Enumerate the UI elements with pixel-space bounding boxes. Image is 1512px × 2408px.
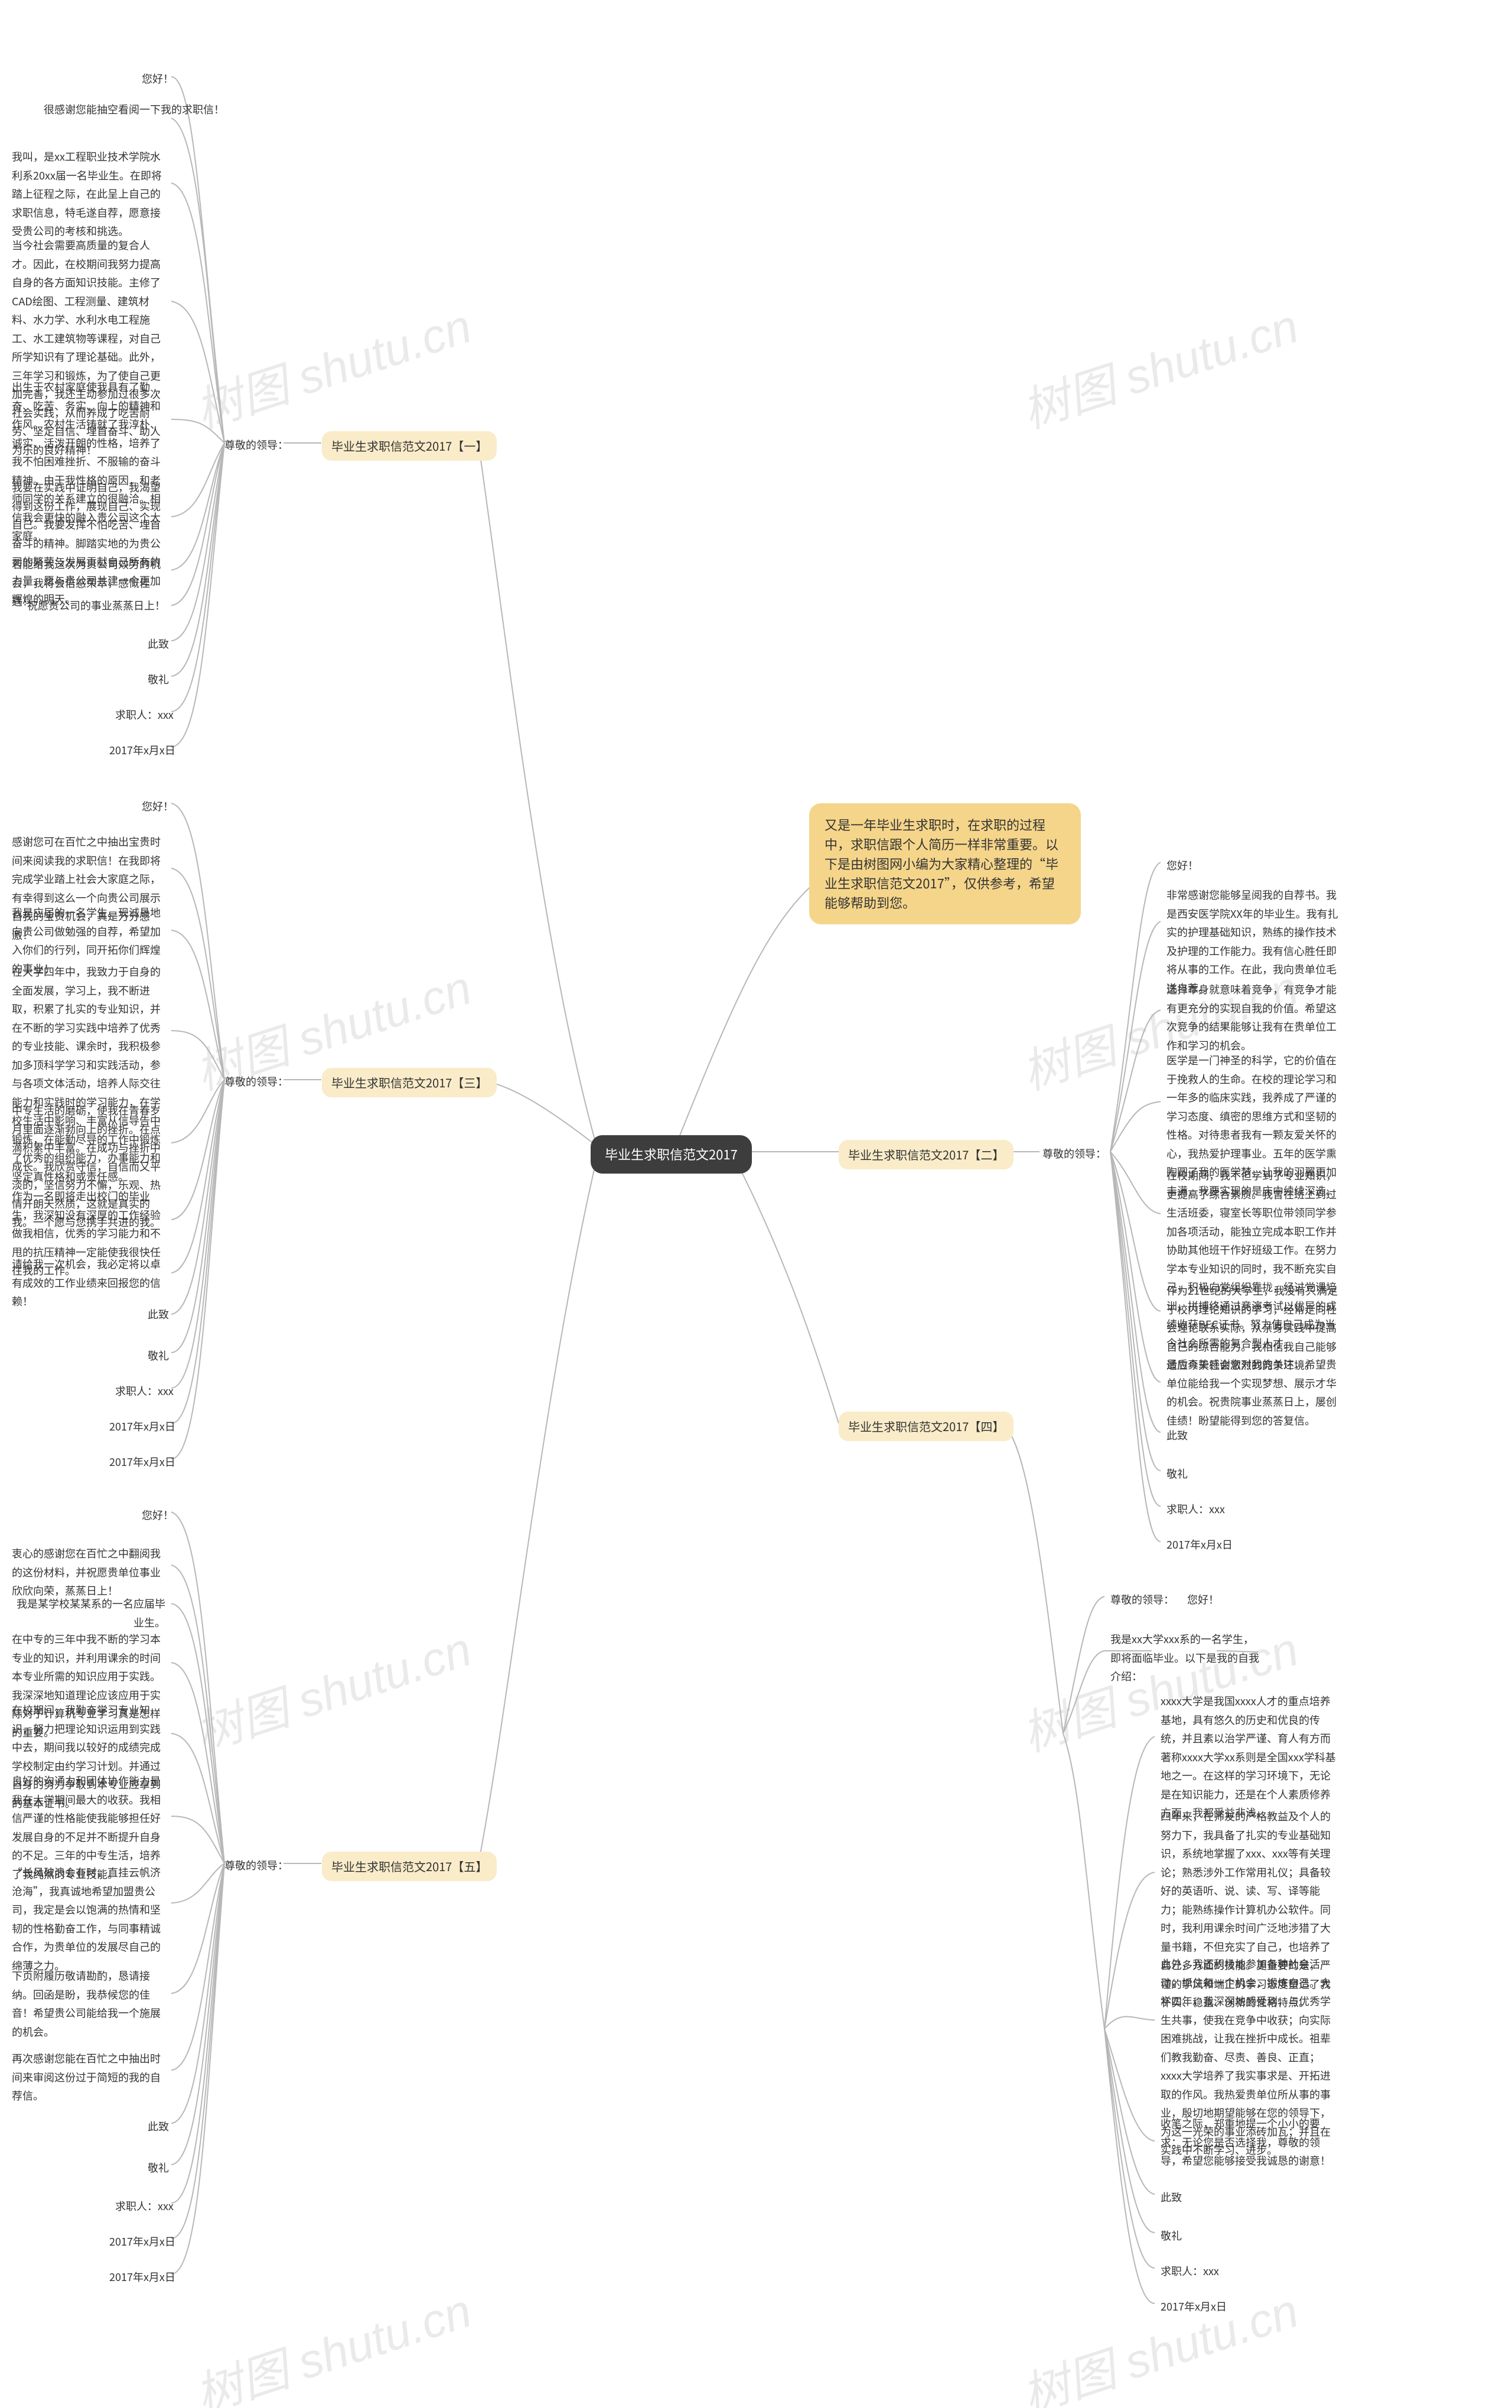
watermark: 树图 shutu.cn xyxy=(185,2273,479,2408)
greeting: 您好！ xyxy=(1166,855,1198,876)
greeting: 您好！ xyxy=(142,68,174,89)
sig-qzr: 求职人：xxx xyxy=(1161,2260,1219,2282)
sig-date: 2017年x月x日 xyxy=(109,2266,175,2288)
para: “长风破浪会有时，直挂云帆济沧海”，我真诚地希望加盟贵公司，我定是会以饱满的热情… xyxy=(12,1863,165,1975)
para: 请给我一次机会，我必定将以卓有成效的工作业绩来回报您的信赖！ xyxy=(12,1255,165,1311)
salutation-4: 尊敬的领导： xyxy=(1110,1589,1174,1610)
sig-date: 2017年x月x日 xyxy=(109,739,175,761)
salutation-2: 尊敬的领导： xyxy=(1042,1143,1106,1164)
para: 收笔之际，郑重地提一个小小的要求：无论您是否选择我，尊敬的领导，希望您能够接受我… xyxy=(1161,2114,1338,2171)
sig-qzr: 求职人：xxx xyxy=(1166,1498,1225,1520)
salutation-5: 尊敬的领导： xyxy=(224,1855,288,1876)
sig-date: 2017年x月x日 xyxy=(109,2231,175,2252)
sig-qzr: 求职人：xxx xyxy=(115,704,174,725)
sig-date: 2017年x月x日 xyxy=(109,1451,175,1472)
para: 祝愿贵公司的事业蒸蒸日上！ xyxy=(12,597,165,615)
para: xxxx大学是我国xxxx人才的重点培养基地，具有悠久的历史和优良的传统，并且素… xyxy=(1161,1692,1338,1823)
para: 我叫，是xx工程职业技术学院水利系20xx届一名毕业生。在即将踏上征程之际，在此… xyxy=(12,148,165,241)
watermark: 树图 shutu.cn xyxy=(1012,2273,1306,2408)
center-node[interactable]: 毕业生求职信范文2017 xyxy=(591,1135,752,1174)
para: 衷心的感谢您在百忙之中翻阅我的这份材料，并祝愿贵单位事业欣欣向荣，蒸蒸日上！ xyxy=(12,1544,165,1601)
branch-4[interactable]: 毕业生求职信范文2017【四】 xyxy=(839,1412,1014,1441)
sig-cz: 此致 xyxy=(1166,1425,1188,1446)
greeting: 您好！ xyxy=(1187,1589,1219,1610)
greeting: 您好！ xyxy=(142,796,174,817)
sig-jl: 敬礼 xyxy=(1161,2225,1182,2246)
branch-1[interactable]: 毕业生求职信范文2017【一】 xyxy=(322,431,497,461)
watermark: 树图 shutu.cn xyxy=(185,1611,479,1765)
para: 很感谢您能抽空看阅一下我的求职信！ xyxy=(12,100,224,119)
branch-2[interactable]: 毕业生求职信范文2017【二】 xyxy=(839,1140,1014,1169)
greeting: 您好！ xyxy=(142,1504,174,1526)
sig-cz: 此致 xyxy=(148,1304,169,1325)
watermark: 树图 shutu.cn xyxy=(185,288,479,442)
sig-jl: 敬礼 xyxy=(1166,1463,1188,1484)
sig-qzr: 求职人：xxx xyxy=(115,2195,174,2217)
sig-date: 2017年x月x日 xyxy=(1161,2296,1227,2317)
salutation-1: 尊敬的领导： xyxy=(224,434,288,455)
para: 我是某学校某某系的一名应届毕业生。 xyxy=(12,1595,165,1632)
para: 再次感谢您能在百忙之中抽出时间来审阅这份过于简短的我的自荐信。 xyxy=(12,2049,165,2106)
intro-node[interactable]: 又是一年毕业生求职时，在求职的过程中，求职信跟个人简历一样非常重要。以下是由树图… xyxy=(809,803,1081,924)
sig-jl: 敬礼 xyxy=(148,2157,169,2178)
para: 选择本身就意味着竞争，有竞争才能有更充分的实现自我的价值。希望这次竞争的结果能够… xyxy=(1166,980,1344,1055)
sig-cz: 此致 xyxy=(148,633,169,654)
sig-cz: 此致 xyxy=(148,2116,169,2137)
sig-date: 2017年x月x日 xyxy=(1166,1534,1233,1555)
para: 我是xx大学xxx系的一名学生，即将面临毕业。以下是我的自我介绍： xyxy=(1110,1630,1264,1686)
branch-5[interactable]: 毕业生求职信范文2017【五】 xyxy=(322,1852,497,1881)
branch-3[interactable]: 毕业生求职信范文2017【三】 xyxy=(322,1068,497,1097)
sig-jl: 敬礼 xyxy=(148,1345,169,1366)
sig-qzr: 求职人：xxx xyxy=(115,1380,174,1402)
watermark: 树图 shutu.cn xyxy=(1012,288,1306,442)
salutation-3: 尊敬的领导： xyxy=(224,1071,288,1092)
sig-date: 2017年x月x日 xyxy=(109,1416,175,1437)
para: 下页附履历敬请勘酌，恳请接纳。回函是盼，我恭候您的佳音！希望贵公司能给我一个施展… xyxy=(12,1967,165,2041)
sig-jl: 敬礼 xyxy=(148,669,169,690)
para: 最后真挚感谢您对我的关注，希望贵单位能给我一个实现梦想、展示才华的机会。祝贵院事… xyxy=(1166,1355,1344,1430)
sig-cz: 此致 xyxy=(1161,2187,1182,2208)
